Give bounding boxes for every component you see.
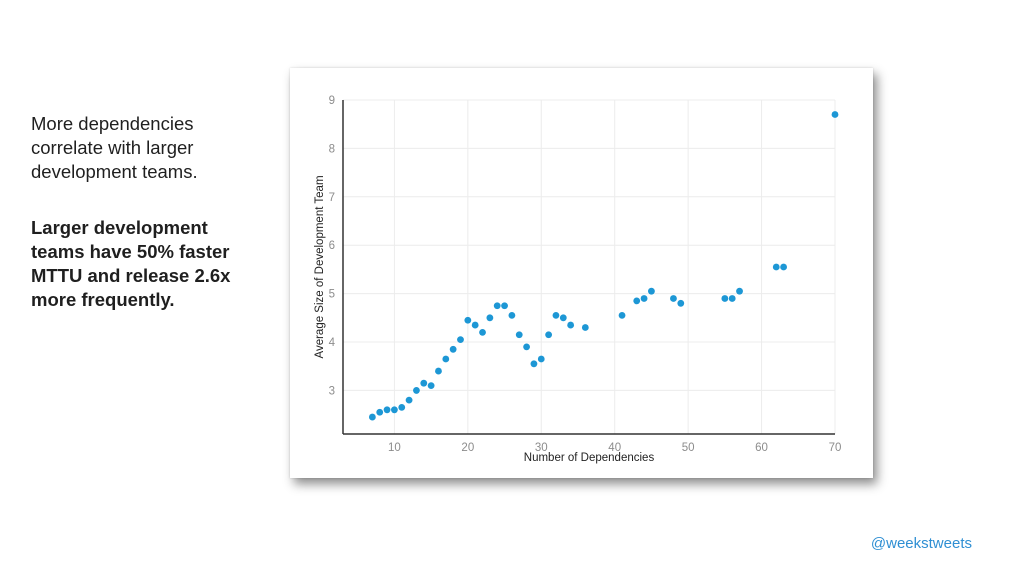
- intro-text: More dependencies correlate with larger …: [31, 113, 198, 182]
- data-point: [640, 295, 648, 302]
- data-point: [486, 314, 494, 322]
- data-point: [648, 287, 655, 295]
- y-tick-label: 5: [329, 289, 335, 301]
- data-point: [545, 331, 553, 339]
- data-point: [471, 321, 479, 329]
- x-tick-label: 40: [608, 442, 621, 454]
- data-point: [670, 295, 677, 302]
- data-point: [728, 295, 736, 302]
- data-point: [721, 295, 729, 302]
- x-tick-label: 60: [755, 442, 768, 454]
- data-point: [677, 299, 685, 307]
- data-point: [567, 321, 575, 329]
- data-point: [537, 355, 545, 363]
- scatter-chart: 3 4 5 6 7 8 9 10 20 30 40 50 60 70 Number of Depende…: [314, 95, 841, 464]
- data-point: [413, 387, 420, 394]
- data-point: [405, 396, 413, 404]
- data-point: [427, 382, 435, 389]
- y-tick-labels: 3 4 5 6 7 8 9: [329, 95, 336, 397]
- data-point: [772, 263, 780, 271]
- data-point: [515, 331, 523, 339]
- x-tick-labels: 10 20 30 40 50 60 70: [388, 442, 841, 454]
- data-point: [442, 355, 450, 363]
- data-point: [523, 343, 530, 351]
- y-tick-label: 6: [329, 240, 335, 252]
- chart-card: 3 4 5 6 7 8 9 10 20 30 40 50 60 70 Number of Depende…: [290, 68, 873, 478]
- y-tick-label: 9: [329, 95, 335, 107]
- data-point: [530, 360, 538, 368]
- data-point: [501, 302, 508, 310]
- data-point: [559, 314, 567, 322]
- data-point: [493, 302, 501, 310]
- y-axis-title: Average Size of Development Team: [314, 175, 326, 358]
- x-tick-label: 50: [682, 442, 695, 454]
- x-axis-title: Number of Dependencies: [524, 452, 655, 464]
- y-tick-label: 4: [329, 337, 336, 349]
- data-point: [736, 287, 743, 295]
- x-tick-label: 70: [829, 442, 842, 454]
- data-point: [633, 297, 641, 305]
- data-point: [464, 316, 472, 324]
- data-point: [420, 379, 428, 387]
- y-tick-label: 3: [329, 385, 335, 397]
- data-point: [508, 312, 516, 319]
- data-point: [581, 324, 589, 331]
- emphasis-text: Larger development teams have 50% faster…: [31, 217, 231, 310]
- data-point: [457, 336, 464, 344]
- data-point: [831, 111, 839, 118]
- x-tick-label: 10: [388, 442, 401, 454]
- twitter-handle: @weekstweets: [870, 535, 972, 552]
- slide-text-block: More dependencies correlate with larger …: [31, 112, 261, 312]
- data-point: [618, 312, 626, 319]
- x-tick-label: 20: [461, 442, 474, 454]
- y-tick-label: 8: [329, 143, 335, 155]
- data-point: [376, 408, 384, 416]
- data-point: [780, 263, 787, 271]
- data-point: [435, 367, 442, 375]
- data-point: [552, 312, 560, 319]
- data-point: [449, 345, 457, 353]
- data-point: [391, 406, 398, 414]
- data-points: [368, 111, 839, 421]
- x-tick-label: 30: [535, 442, 548, 454]
- data-point: [479, 328, 486, 336]
- data-point: [383, 406, 391, 414]
- data-point: [398, 403, 406, 411]
- grid-lines: [343, 99, 836, 434]
- y-tick-label: 7: [329, 192, 335, 204]
- data-point: [368, 413, 376, 421]
